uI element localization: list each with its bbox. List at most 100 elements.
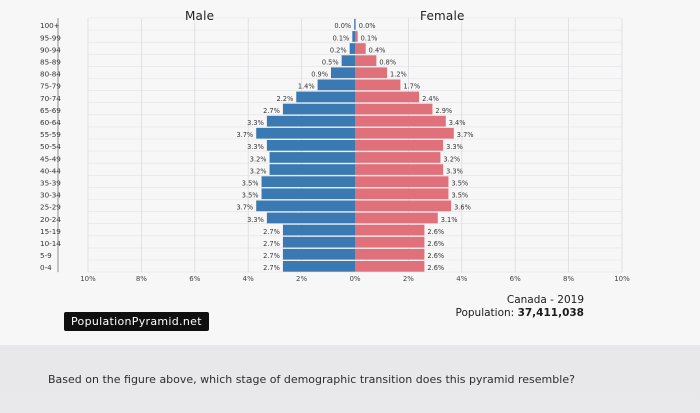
age-label: 30-34 — [40, 191, 61, 200]
male-bar — [256, 200, 355, 212]
caption-population: Population: 37,411,038 — [384, 307, 585, 320]
male-value-label: 3.5% — [242, 180, 259, 188]
male-bar — [354, 19, 355, 30]
female-bar — [355, 164, 444, 175]
male-value-label: 3.7% — [236, 204, 253, 212]
male-value-label: 0.2% — [330, 46, 347, 54]
female-bar — [355, 152, 441, 163]
male-value-label: 3.2% — [250, 167, 267, 175]
age-label: 35-39 — [40, 179, 61, 188]
female-value-label: 3.6% — [454, 204, 471, 212]
caption-population-label: Population: — [455, 307, 515, 319]
female-value-label: 1.2% — [390, 71, 407, 79]
male-bar — [266, 212, 355, 224]
male-bar — [256, 127, 355, 139]
male-bar — [261, 188, 355, 200]
x-tick-label: 10% — [614, 275, 630, 283]
female-value-label: 3.5% — [451, 180, 468, 188]
female-bar — [355, 261, 425, 272]
female-value-label: 3.7% — [457, 131, 474, 139]
age-label: 50-54 — [40, 142, 61, 151]
female-bar — [355, 115, 446, 127]
male-bar — [282, 248, 355, 260]
female-bar — [355, 176, 449, 187]
female-value-label: 2.9% — [435, 107, 452, 115]
x-tick-label: 8% — [563, 275, 574, 283]
male-bar — [269, 164, 355, 175]
female-bar — [355, 140, 444, 151]
age-label: 100+ — [40, 21, 60, 30]
male-value-label: 3.2% — [250, 155, 267, 163]
female-value-label: 3.1% — [441, 216, 458, 224]
x-tick-label: 0% — [349, 275, 360, 283]
male-value-label: 2.2% — [276, 95, 293, 103]
male-bar — [266, 115, 355, 127]
female-value-label: 3.3% — [446, 143, 463, 151]
female-bar — [355, 31, 358, 42]
female-bar — [355, 103, 433, 115]
female-value-label: 3.2% — [443, 155, 460, 163]
female-value-label: 3.3% — [446, 167, 463, 175]
male-bar — [282, 224, 355, 236]
brand-badge: PopulationPyramid.net — [64, 312, 209, 331]
female-bar — [355, 188, 449, 200]
male-header: Male — [185, 9, 215, 23]
female-value-label: 1.7% — [403, 83, 420, 91]
female-bar — [355, 67, 388, 79]
female-value-label: 2.4% — [422, 95, 439, 103]
male-value-label: 3.3% — [247, 143, 264, 151]
age-label: 20-24 — [40, 215, 61, 224]
age-label: 0-4 — [40, 263, 52, 272]
female-value-label: 2.6% — [427, 240, 444, 248]
population-pyramid-chart: 100+ 0.0% 0.0% 95-99 0.1% 0.1% 90-94 0.2% 0.4% 85… — [40, 17, 630, 283]
male-bar — [282, 103, 355, 115]
female-bar — [355, 127, 454, 139]
x-tick-label: 6% — [189, 275, 200, 283]
male-bar — [330, 67, 355, 79]
caption-population-value: 37,411,038 — [517, 307, 584, 319]
female-value-label: 3.4% — [449, 119, 466, 127]
age-label: 55-59 — [40, 130, 61, 139]
female-value-label: 2.6% — [427, 228, 444, 236]
age-label: 95-99 — [40, 33, 61, 42]
female-bar — [355, 212, 438, 224]
age-label: 40-44 — [40, 166, 61, 175]
female-bar — [355, 200, 452, 212]
x-tick-label: 4% — [243, 275, 254, 283]
chart-caption: Canada - 2019 Population: 37,411,038 — [452, 294, 585, 320]
age-label: 45-49 — [40, 154, 61, 163]
age-label: 10-14 — [40, 239, 61, 248]
male-value-label: 2.7% — [263, 228, 280, 236]
caption-country-year: Canada - 2019 — [506, 294, 584, 306]
age-label: 80-84 — [40, 70, 61, 79]
age-label: 90-94 — [40, 45, 61, 54]
age-label: 75-79 — [40, 82, 61, 91]
male-value-label: 3.3% — [247, 216, 264, 224]
age-label: 70-74 — [40, 94, 61, 103]
male-bar — [349, 43, 355, 54]
age-label: 5-9 — [40, 251, 52, 260]
age-label: 65-69 — [40, 106, 61, 115]
female-bar — [355, 91, 420, 103]
age-label: 85-89 — [40, 58, 61, 67]
age-label: 15-19 — [40, 227, 61, 236]
male-value-label: 0.1% — [333, 34, 350, 42]
male-value-label: 1.4% — [298, 83, 315, 91]
male-bar — [341, 55, 355, 66]
question-text: Based on the figure above, which stage o… — [48, 373, 575, 386]
male-bar — [282, 261, 355, 272]
male-value-label: 3.5% — [242, 192, 259, 200]
female-value-label: 0.4% — [369, 46, 386, 54]
female-bar — [355, 79, 401, 91]
female-value-label: 2.6% — [427, 264, 444, 272]
female-value-label: 2.6% — [427, 252, 444, 260]
female-value-label: 0.0% — [359, 22, 376, 30]
male-bar — [296, 91, 355, 103]
female-bar — [355, 19, 356, 30]
male-value-label: 3.7% — [236, 131, 253, 139]
male-bar — [261, 176, 355, 187]
x-tick-label: 2% — [403, 275, 414, 283]
male-value-label: 2.7% — [263, 264, 280, 272]
male-value-label: 2.7% — [263, 252, 280, 260]
